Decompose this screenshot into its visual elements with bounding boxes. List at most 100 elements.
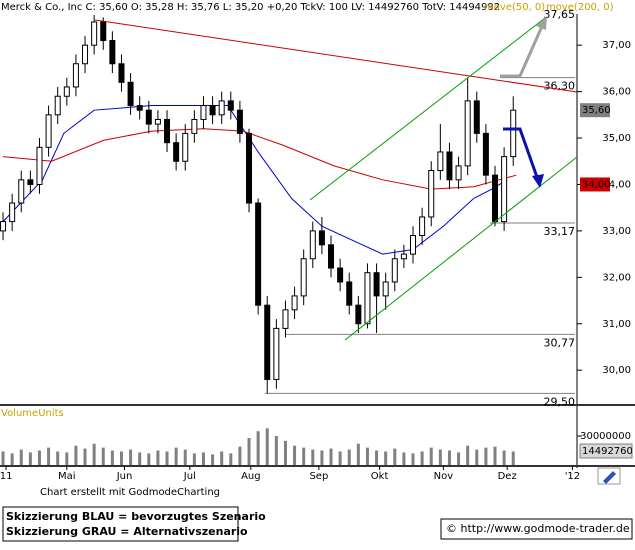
x-tick-label: Jun — [116, 471, 133, 482]
volume-bar — [384, 451, 388, 465]
candle-body — [455, 165, 462, 181]
candle-body — [282, 309, 289, 329]
volume-bar — [356, 443, 360, 465]
x-tick-label: 11 — [0, 471, 12, 482]
volume-bar — [47, 447, 51, 465]
volume-bar — [311, 449, 315, 465]
candle-body — [291, 295, 298, 311]
legend-ma50: move(50, 0) — [484, 2, 545, 13]
price-marker-label: 35,60 — [582, 105, 611, 116]
candle-body — [45, 114, 52, 148]
y-tick-label: 34,00 — [602, 179, 631, 190]
candle-body — [364, 272, 371, 325]
volume-bar — [229, 453, 233, 465]
candle-body — [18, 179, 25, 204]
volume-bar — [56, 451, 60, 465]
note-box — [2, 506, 239, 542]
volume-bar — [475, 449, 479, 465]
trend-line — [94, 19, 578, 93]
candle-body — [164, 118, 171, 144]
candle-body — [482, 132, 489, 176]
volume-bar — [129, 449, 133, 465]
volume-bar — [502, 450, 506, 465]
volume-bar — [74, 445, 78, 465]
volume-bar — [457, 452, 461, 465]
volume-bar — [429, 447, 433, 465]
x-tick-label: Sep — [309, 471, 328, 482]
volume-bar — [65, 452, 69, 465]
candle-body — [27, 179, 34, 185]
blue-arrowhead — [532, 174, 544, 188]
note: Skizzierung GRAU = Alternativszenario — [6, 525, 248, 538]
credit: Chart erstellt mit GodmodeCharting — [40, 487, 220, 498]
pencil-icon — [597, 467, 621, 485]
candle-body — [209, 105, 216, 116]
volume-bar — [101, 447, 105, 465]
volume-bar — [375, 450, 379, 465]
moving-average — [2, 128, 517, 190]
candle-body — [72, 63, 79, 88]
volume-bar — [466, 445, 470, 465]
y-tick-label: 31,00 — [602, 319, 631, 330]
volume-bar — [119, 451, 123, 465]
candle-body — [54, 95, 61, 116]
volume-bar — [211, 454, 215, 465]
candle-body — [400, 253, 407, 260]
volume-bar — [201, 452, 205, 465]
candle-body — [0, 221, 7, 232]
volume-bar — [192, 453, 196, 465]
candle-body — [437, 151, 444, 172]
candle-body — [273, 327, 280, 380]
level-label: 30,77 — [544, 336, 576, 349]
volume-bar — [329, 448, 333, 465]
candle-body — [36, 146, 43, 185]
last-volume-label: 14492760 — [582, 446, 633, 457]
candle-body — [118, 63, 125, 83]
candle-body — [63, 86, 70, 97]
candle-body — [136, 105, 143, 111]
y-tick-label: 30000000 — [580, 431, 631, 442]
price-marker — [580, 103, 610, 118]
candle-body — [255, 202, 262, 306]
volume-bar — [511, 451, 515, 465]
y-tick-label: 36,00 — [602, 87, 631, 98]
candle-body — [391, 258, 398, 283]
candle-body — [446, 151, 453, 181]
candle-body — [182, 132, 189, 162]
volume-bar — [402, 452, 406, 465]
volume-bar — [92, 443, 96, 465]
note: Skizzierung BLAU = bevorzugtes Szenario — [6, 510, 266, 523]
candle-body — [428, 170, 435, 218]
volume-bar — [19, 449, 23, 465]
candle-body — [127, 81, 134, 107]
volume-bar — [393, 448, 397, 465]
volume-bar — [37, 450, 41, 465]
volume-bar — [183, 449, 187, 465]
volume-bar — [256, 431, 260, 465]
level-label: 29,50 — [544, 395, 576, 408]
candle-body — [264, 304, 271, 380]
candle-body — [218, 100, 225, 116]
volume-bar — [365, 447, 369, 465]
source-box — [440, 518, 633, 540]
candle-body — [82, 44, 89, 65]
volume-bar — [265, 428, 269, 465]
candle-body — [191, 118, 198, 134]
volume-bar — [156, 450, 160, 465]
volume-bar — [28, 452, 32, 465]
x-tick-label: '12 — [565, 471, 580, 482]
y-tick-label: 33,00 — [602, 226, 631, 237]
channel-line — [344, 156, 578, 341]
candle-body — [337, 267, 344, 283]
grey-arrowhead — [536, 16, 547, 30]
x-tick-label: Mai — [58, 471, 76, 482]
level-label: 37,65 — [544, 8, 576, 21]
price-marker-label: 34,00 — [582, 179, 611, 190]
y-tick-label: 32,00 — [602, 272, 631, 283]
legend-ma200: move(200, 0) — [546, 2, 614, 13]
volume-bar — [283, 440, 287, 465]
candle-body — [501, 156, 508, 223]
candle-body — [328, 244, 335, 269]
candle-body — [200, 105, 207, 120]
